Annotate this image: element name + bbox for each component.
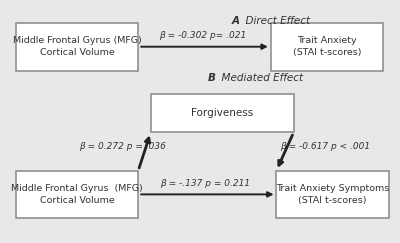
Bar: [271, 23, 383, 70]
Text: Forgiveness: Forgiveness: [191, 108, 253, 118]
Bar: [16, 23, 138, 70]
Text: Mediated Effect: Mediated Effect: [216, 73, 304, 83]
Text: Trait Anxiety Symptoms
(STAI t-scores): Trait Anxiety Symptoms (STAI t-scores): [276, 184, 389, 205]
Text: Middle Frontal Gyrus  (MFG)
Cortical Volume: Middle Frontal Gyrus (MFG) Cortical Volu…: [12, 184, 143, 205]
Text: Trait Anxiety
(STAI t-scores): Trait Anxiety (STAI t-scores): [293, 36, 361, 57]
Text: Middle Frontal Gyrus (MFG)
Cortical Volume: Middle Frontal Gyrus (MFG) Cortical Volu…: [13, 36, 142, 57]
Text: β = -0.617 p < .001: β = -0.617 p < .001: [280, 142, 370, 151]
Text: β = -0.302 p= .021: β = -0.302 p= .021: [160, 31, 247, 40]
Text: Direct Effect: Direct Effect: [239, 16, 310, 26]
Bar: [151, 94, 294, 132]
Text: β = 0.272 p = .036: β = 0.272 p = .036: [79, 142, 166, 151]
Bar: [16, 171, 138, 218]
Text: β = -.137 p = 0.211: β = -.137 p = 0.211: [160, 179, 250, 188]
Text: B: B: [208, 73, 216, 83]
Bar: [276, 171, 389, 218]
Text: A: A: [232, 16, 240, 26]
